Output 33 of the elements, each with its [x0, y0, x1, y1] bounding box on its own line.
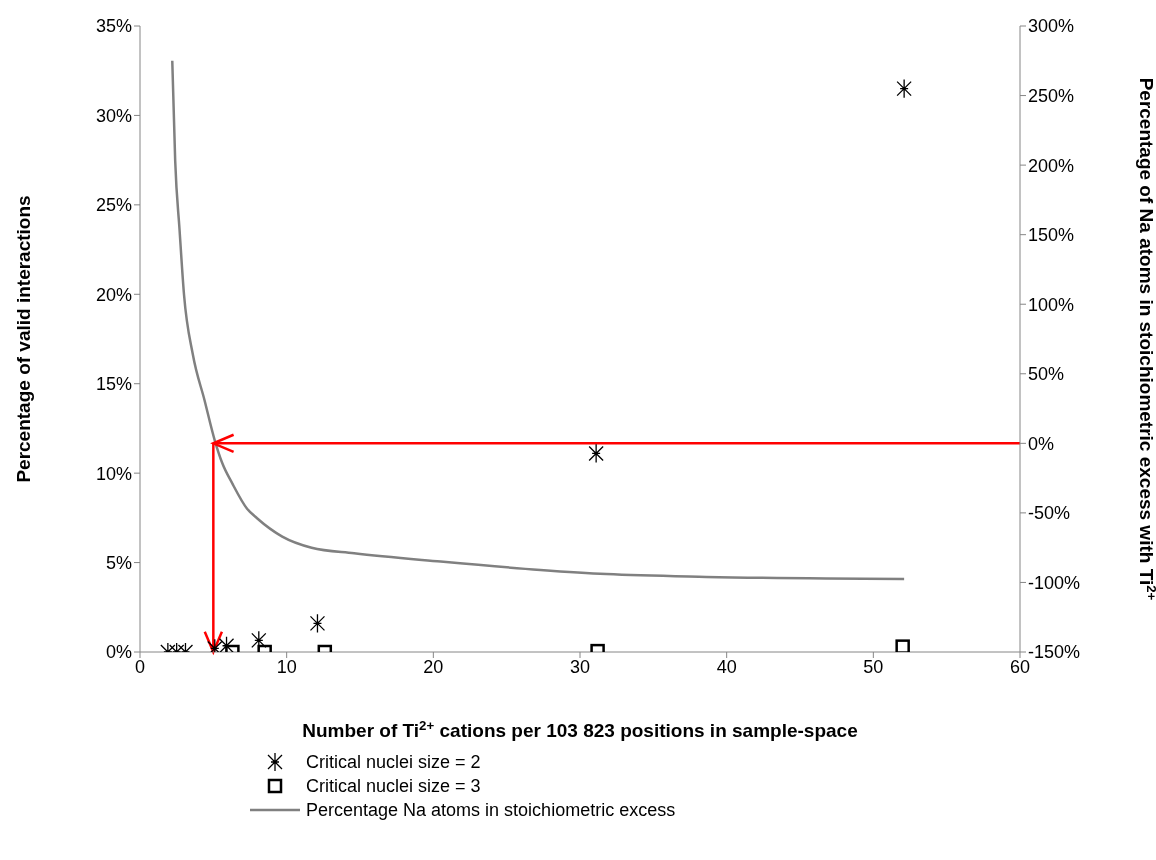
- x-tick-label: 30: [569, 656, 591, 677]
- line-series: [171, 59, 906, 581]
- y2-tick-label: 150%: [1028, 225, 1075, 246]
- point: [218, 635, 235, 652]
- y2-tick-label: 200%: [1028, 155, 1075, 176]
- y2-tick-label: 50%: [1028, 364, 1065, 385]
- x-tick-label: 50: [863, 656, 884, 677]
- y-tick-label: 20%: [95, 284, 132, 305]
- y-tick-label: 30%: [95, 105, 132, 126]
- y2-tick-label: 100%: [1028, 294, 1075, 315]
- legend-label: Percentage Na atoms in stoichiometric excess: [306, 799, 676, 821]
- x-tick-label: 60: [1009, 656, 1031, 677]
- point: [896, 78, 912, 99]
- y2-tick-label: -100%: [1028, 572, 1081, 593]
- y-tick-label: 35%: [95, 16, 132, 37]
- y-tick-label: 0%: [105, 642, 132, 663]
- y-tick-label: 25%: [95, 195, 132, 216]
- y2-tick-label: 250%: [1028, 85, 1075, 106]
- y2-tick-label: -150%: [1028, 642, 1081, 663]
- legend-label: Critical nuclei size = 2: [306, 751, 481, 773]
- y-tick-label: 10%: [95, 463, 132, 484]
- x-tick-label: 10: [276, 656, 297, 677]
- x-tick-label: 0: [134, 656, 146, 677]
- y2-tick-label: -50%: [1028, 503, 1071, 524]
- legend-label: Critical nuclei size = 3: [306, 775, 481, 797]
- y2-tick-label: 0%: [1028, 433, 1055, 454]
- y-tick-label: 5%: [105, 552, 132, 573]
- y2-tick-label: 300%: [1028, 16, 1075, 37]
- x-tick-label: 40: [716, 656, 737, 677]
- x-tick-label: 20: [423, 656, 444, 677]
- x-axis-title: Number of Ti$^{2+}$ cations per 103 823 positions in sample-space: [302, 717, 858, 741]
- y-axis-title: Percentage of valid interactions: [13, 195, 34, 483]
- y-tick-label: 15%: [95, 374, 132, 395]
